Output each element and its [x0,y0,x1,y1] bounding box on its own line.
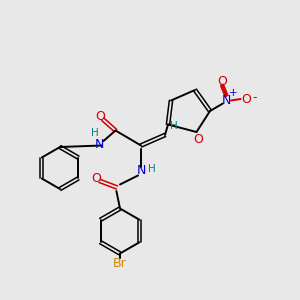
Text: O: O [193,133,203,146]
Text: H: H [148,164,155,175]
Text: O: O [217,75,227,88]
Text: N: N [222,94,231,107]
Text: -: - [252,91,256,104]
Text: O: O [96,110,105,124]
Text: Br: Br [113,256,127,270]
Text: +: + [229,88,237,98]
Text: N: N [136,164,146,178]
Text: O: O [241,92,251,106]
Text: H: H [91,128,98,139]
Text: H: H [169,121,177,131]
Text: O: O [91,172,101,185]
Text: N: N [94,137,104,151]
